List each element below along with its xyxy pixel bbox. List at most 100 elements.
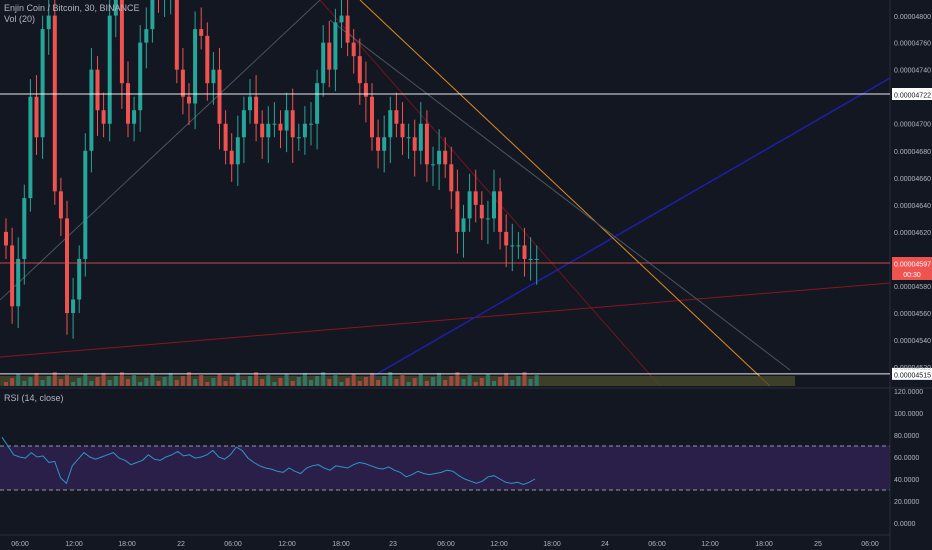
candle [58, 191, 63, 219]
candle [327, 42, 332, 70]
volume-bar [467, 375, 472, 386]
volume-bar [101, 373, 106, 386]
volume-bar [10, 378, 15, 386]
price-axis-tick: 0.00004560 [894, 311, 931, 318]
time-axis-tick: 25 [814, 541, 822, 548]
candle [522, 245, 527, 259]
volume-bar [235, 373, 240, 386]
level-price-tag [892, 88, 932, 100]
volume-bar [34, 373, 39, 386]
candle [260, 123, 265, 138]
candle [278, 123, 283, 131]
candle [504, 231, 509, 246]
candle [290, 110, 295, 138]
candle [235, 137, 240, 165]
candle [254, 96, 259, 124]
time-axis-tick: 23 [389, 541, 397, 548]
candle [241, 110, 246, 138]
time-axis-tick: 12:00 [278, 541, 296, 548]
candle [534, 258, 539, 260]
volume-bar [217, 374, 222, 386]
candle [4, 231, 8, 246]
candle [22, 198, 27, 259]
candle [272, 123, 277, 125]
volume-bar [162, 377, 167, 386]
candle [113, 0, 118, 16]
volume-bar [150, 374, 155, 386]
trendline-red [0, 282, 891, 358]
symbol-title: Enjin Coin / Bitcoin, 30, BINANCE [4, 3, 140, 13]
volume-bar [180, 376, 185, 386]
trendline-gray-left [0, 0, 321, 301]
rsi-axis-tick: 20.0000 [894, 499, 919, 506]
candle [46, 15, 51, 30]
candle [461, 218, 466, 232]
volume-bar [394, 379, 399, 386]
volume-bar [241, 380, 246, 386]
volume-bar [193, 379, 198, 386]
volume-bar [168, 373, 173, 386]
volume-bar [522, 372, 527, 386]
candle [95, 69, 100, 111]
candle [443, 150, 448, 165]
volume-bar [174, 380, 179, 386]
candle [229, 150, 234, 165]
volume-bar [510, 380, 515, 386]
candle [485, 218, 490, 220]
volume-bar [406, 382, 411, 386]
price-axis-tick: 0.00004680 [894, 149, 931, 156]
candle [345, 15, 350, 43]
chart-legend: Enjin Coin / Bitcoin, 30, BINANCE Vol (2… [4, 3, 140, 25]
candle [363, 83, 368, 97]
volume-bar [473, 382, 478, 386]
candle [89, 69, 94, 151]
rsi-axis-tick: 40.0000 [894, 477, 919, 484]
candle [16, 258, 21, 307]
price-axis-tick: 0.00004540 [894, 338, 931, 345]
candle [339, 15, 344, 23]
volume-bar [382, 376, 387, 386]
volume-bar [498, 377, 503, 386]
volume-bar [296, 377, 301, 386]
volume-bar [363, 377, 368, 386]
candle [180, 69, 185, 97]
candle [431, 164, 435, 166]
candle [174, 0, 179, 70]
candle [205, 35, 210, 84]
volume-bar [418, 374, 423, 386]
candle [107, 15, 112, 124]
price-axis-tick: 0.00004640 [894, 203, 931, 210]
rsi-axis-tick: 120.0000 [894, 389, 923, 396]
time-axis-tick: 06:00 [224, 541, 242, 548]
candle [52, 15, 57, 192]
trendline-gray-right [329, 19, 791, 371]
candle [199, 29, 204, 36]
candle [455, 191, 460, 232]
candle [266, 123, 271, 138]
time-axis-tick: 24 [601, 541, 609, 548]
candle [321, 42, 326, 84]
volume-bar [424, 381, 429, 386]
volume-bar [437, 373, 442, 386]
volume-bar [351, 374, 356, 386]
level-price-label: 0.00004515 [894, 372, 931, 379]
level-price-label: 0.00004597 [894, 262, 931, 269]
countdown-tag [892, 269, 932, 280]
time-axis-tick: 22 [177, 541, 185, 548]
candle [144, 29, 149, 43]
volume-bar [278, 378, 283, 386]
rsi-legend: RSI (14, close) [4, 393, 64, 404]
candle [479, 204, 484, 219]
rsi-axis-tick: 100.0000 [894, 411, 923, 418]
candle [394, 110, 399, 124]
candle [516, 245, 521, 247]
candle [10, 245, 15, 307]
volume-bar [492, 381, 496, 386]
time-axis-tick: 06:00 [437, 541, 455, 548]
candle [309, 123, 313, 125]
candle [28, 96, 33, 199]
trendline-blue [369, 77, 891, 379]
volume-bar [132, 375, 137, 386]
candle [193, 29, 198, 104]
